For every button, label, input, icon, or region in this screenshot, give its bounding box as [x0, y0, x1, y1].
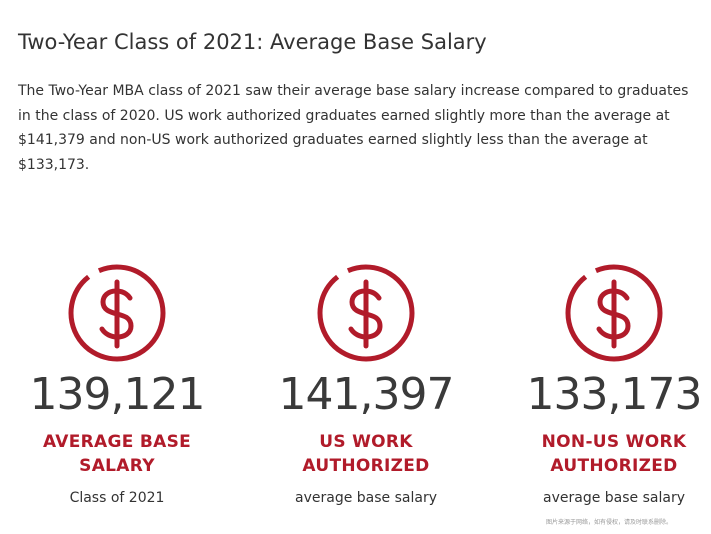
- stat-label-line2: SALARY: [79, 456, 155, 476]
- stat-average-base-salary: 139,121 AVERAGE BASE SALARY Class of 202…: [17, 262, 217, 506]
- stat-label-line2: AUTHORIZED: [550, 456, 678, 476]
- dollar-circle-icon: [563, 262, 665, 364]
- stat-label: AVERAGE BASE SALARY: [17, 430, 217, 478]
- stat-subtitle: Class of 2021: [69, 490, 165, 506]
- stat-value: 133,173: [526, 369, 703, 420]
- stat-label: US WORK AUTHORIZED: [266, 430, 466, 478]
- watermark-text: 图片来源于网络，如有侵权，请及时联系删除。: [545, 519, 672, 526]
- stat-value: 141,397: [278, 369, 455, 420]
- stat-label: NON-US WORK AUTHORIZED: [514, 430, 711, 478]
- stat-value: 139,121: [29, 369, 206, 420]
- stat-label-line2: AUTHORIZED: [302, 456, 430, 476]
- stat-label-line1: US WORK: [319, 432, 413, 452]
- stat-us-work-authorized: 141,397 US WORK AUTHORIZED average base …: [266, 262, 466, 506]
- dollar-circle-icon: [315, 262, 417, 364]
- stat-subtitle: average base salary: [543, 490, 685, 506]
- page-title: Two-Year Class of 2021: Average Base Sal…: [18, 30, 487, 55]
- description: The Two-Year MBA class of 2021 saw their…: [18, 83, 689, 173]
- stat-subtitle: average base salary: [295, 490, 437, 506]
- stat-non-us-work-authorized: 133,173 NON-US WORK AUTHORIZED average b…: [514, 262, 711, 506]
- stat-label-line1: NON-US WORK: [541, 432, 687, 452]
- dollar-circle-icon: [66, 262, 168, 364]
- stat-label-line1: AVERAGE BASE: [42, 432, 192, 452]
